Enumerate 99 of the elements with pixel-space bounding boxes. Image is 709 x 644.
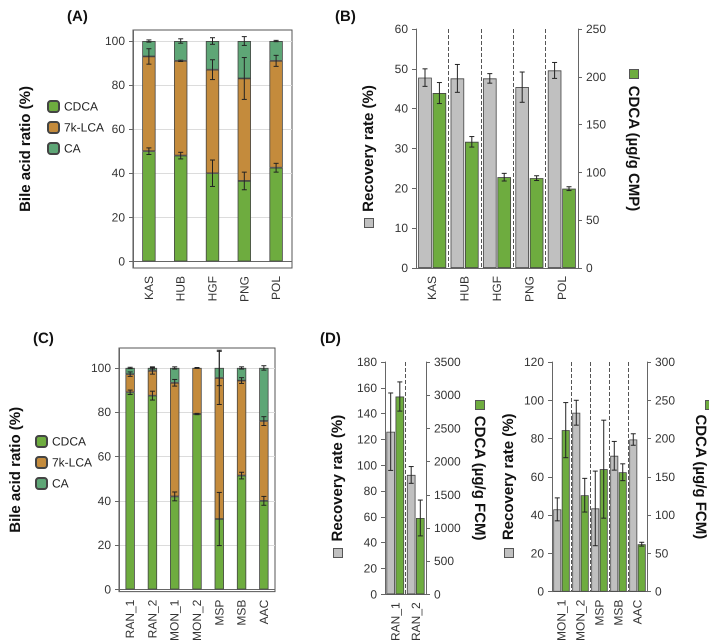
y2-tick-label: 0 — [655, 584, 662, 599]
y-tick-label: 50 — [394, 62, 408, 76]
legend-label: CDCA — [64, 100, 98, 114]
y-tick-label: 30 — [394, 142, 408, 156]
y-tick-label: 100 — [356, 458, 378, 472]
x-tick-label: HUB — [174, 276, 188, 302]
y-axis-title: Bile acid ratio (%) — [17, 86, 34, 212]
x-tick-label: RAN_2 — [145, 599, 160, 638]
y2-tick-label: 100 — [586, 165, 606, 180]
y-tick-label: 100 — [104, 34, 126, 48]
legend-label: CA — [52, 476, 69, 490]
y-tick-label: 60 — [530, 470, 544, 484]
y-axis-title: Recovery rate (%) — [329, 414, 346, 542]
y-tick-label: 20 — [98, 538, 112, 552]
x-tick-label: POL — [554, 276, 569, 300]
x-tick-label: AAC — [630, 599, 644, 624]
y-tick-label: 60 — [112, 122, 126, 136]
legend-label: CDCA — [52, 434, 86, 448]
x-tick-label: MON_2 — [574, 599, 588, 641]
y-tick-label: 120 — [356, 432, 378, 446]
y-tick-label: 100 — [524, 393, 544, 408]
y-tick-label: 80 — [98, 405, 112, 420]
y2-tick-label: 50 — [586, 213, 600, 228]
y2-tick-label: 200 — [586, 70, 606, 84]
x-tick-label: HGF — [206, 276, 220, 302]
y2-tick-label: 3500 — [434, 355, 462, 369]
y2-tick-label: 100 — [655, 508, 676, 522]
y-tick-label: 60 — [98, 450, 112, 464]
x-tick-label: HUB — [458, 276, 472, 302]
y-tick-label: 80 — [364, 484, 378, 498]
y2-tick-label: 3000 — [434, 388, 462, 402]
y-axis-title: Recovery rate (%) — [360, 85, 377, 212]
chart-title: (D) — [320, 330, 341, 347]
x-tick-label: HGF — [490, 276, 504, 302]
y2-tick-label: 300 — [655, 355, 676, 369]
y2-tick-label: 2000 — [434, 454, 462, 469]
x-tick-label: MSP — [592, 600, 606, 626]
y2-tick-label: 0 — [434, 587, 441, 602]
y2-tick-label: 50 — [655, 546, 669, 560]
y-tick-label: 20 — [112, 210, 126, 224]
y-tick-label: 0 — [537, 584, 544, 599]
y-tick-label: 0 — [104, 582, 112, 596]
x-tick-label: RAN_1 — [388, 602, 402, 642]
y-tick-label: 10 — [394, 221, 408, 236]
y-tick-label: 20 — [394, 181, 408, 196]
y-tick-label: 0 — [118, 254, 126, 268]
y-tick-label: 80 — [112, 78, 126, 92]
y-tick-label: 0 — [401, 261, 408, 275]
legend-label: CA — [64, 142, 81, 156]
y2-tick-label: 200 — [655, 432, 676, 446]
y-axis-title: Bile acid ratio (%) — [7, 406, 24, 533]
y2-axis-title: CDCA (µg/g CMP) — [625, 86, 642, 212]
y-tick-label: 20 — [364, 562, 378, 576]
x-tick-label: KAS — [142, 276, 156, 300]
x-tick-label: MON_2 — [190, 599, 204, 641]
y-tick-label: 60 — [394, 22, 408, 36]
y2-tick-label: 0 — [586, 261, 593, 275]
x-tick-label: MON_1 — [168, 599, 182, 641]
y-tick-label: 120 — [524, 355, 544, 369]
y2-tick-label: 250 — [655, 393, 676, 408]
y2-axis-title: CDCA (µg/g FCM) — [692, 414, 709, 540]
y2-tick-label: 2500 — [434, 421, 462, 436]
x-tick-label: PNG — [522, 276, 536, 302]
x-tick-label: MSB — [612, 600, 626, 626]
y2-tick-label: 1500 — [434, 488, 462, 502]
chart-title: (B) — [335, 8, 356, 25]
y2-tick-label: 250 — [586, 22, 606, 36]
chart-title: (A) — [67, 8, 88, 25]
y-tick-label: 40 — [394, 102, 408, 116]
y2-axis-title: CDCA (µg/g FCM) — [471, 416, 488, 541]
x-tick-label: MSP — [212, 600, 226, 626]
y-tick-label: 40 — [364, 536, 378, 550]
legend-label: 7k-LCA — [64, 120, 104, 134]
y-tick-label: 140 — [356, 406, 378, 421]
y-axis-title: Recovery rate (%) — [500, 413, 517, 540]
chart-title: (C) — [33, 330, 54, 347]
legend-label: 7k-LCA — [52, 456, 92, 470]
x-tick-label: MSB — [234, 600, 249, 626]
y2-tick-label: 150 — [655, 470, 676, 484]
y-tick-label: 60 — [364, 510, 378, 524]
x-tick-label: AAC — [256, 599, 271, 624]
x-tick-label: POL — [269, 276, 284, 300]
y2-tick-label: 500 — [434, 554, 454, 568]
y-tick-label: 40 — [112, 166, 126, 180]
x-tick-label: PNG — [237, 276, 252, 302]
x-tick-label: RAN_2 — [408, 602, 423, 642]
x-tick-label: KAS — [425, 276, 440, 300]
y-tick-label: 80 — [530, 432, 544, 446]
x-tick-label: MON_1 — [554, 599, 568, 641]
y-tick-label: 100 — [90, 360, 112, 375]
y-tick-label: 0 — [370, 587, 378, 602]
y-tick-label: 40 — [98, 494, 112, 508]
y2-tick-label: 150 — [586, 118, 606, 132]
y-tick-label: 20 — [530, 546, 544, 560]
y-tick-label: 160 — [356, 380, 378, 395]
y2-tick-label: 1000 — [434, 520, 462, 535]
x-tick-label: RAN_1 — [123, 599, 138, 638]
y-tick-label: 180 — [356, 355, 378, 369]
y-tick-label: 40 — [530, 508, 544, 522]
